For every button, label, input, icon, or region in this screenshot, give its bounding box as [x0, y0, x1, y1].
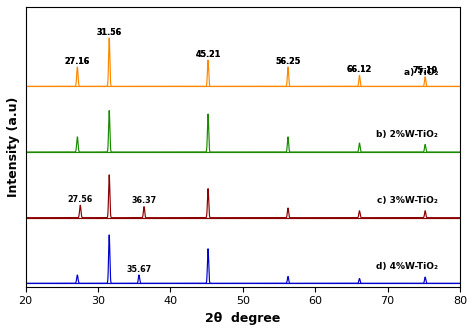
Text: c) 3%W-TiO₂: c) 3%W-TiO₂: [377, 196, 438, 205]
Y-axis label: Intensity (a.u): Intensity (a.u): [7, 97, 20, 197]
Text: d) 4%W-TiO₂: d) 4%W-TiO₂: [376, 262, 438, 271]
Text: 27.56: 27.56: [68, 195, 93, 204]
Text: 75.19: 75.19: [412, 66, 438, 75]
Text: b) 2%W-TiO₂: b) 2%W-TiO₂: [376, 130, 438, 139]
Text: 27.16: 27.16: [65, 57, 90, 66]
Text: 66.12: 66.12: [347, 65, 372, 74]
Text: 35.67: 35.67: [127, 265, 152, 274]
Text: 45.21: 45.21: [195, 50, 221, 59]
Text: 45.21: 45.21: [195, 50, 221, 59]
Text: 56.25: 56.25: [275, 57, 301, 66]
Text: 31.56: 31.56: [97, 28, 122, 37]
Text: 27.16: 27.16: [65, 57, 90, 66]
Text: 66.12: 66.12: [347, 65, 372, 74]
Text: 56.25: 56.25: [275, 57, 301, 66]
X-axis label: 2θ  degree: 2θ degree: [205, 312, 281, 325]
Text: 31.56: 31.56: [97, 28, 122, 37]
Text: 75.19: 75.19: [412, 66, 438, 75]
Text: 36.37: 36.37: [131, 196, 156, 205]
Text: a) TiO₂: a) TiO₂: [404, 68, 438, 77]
